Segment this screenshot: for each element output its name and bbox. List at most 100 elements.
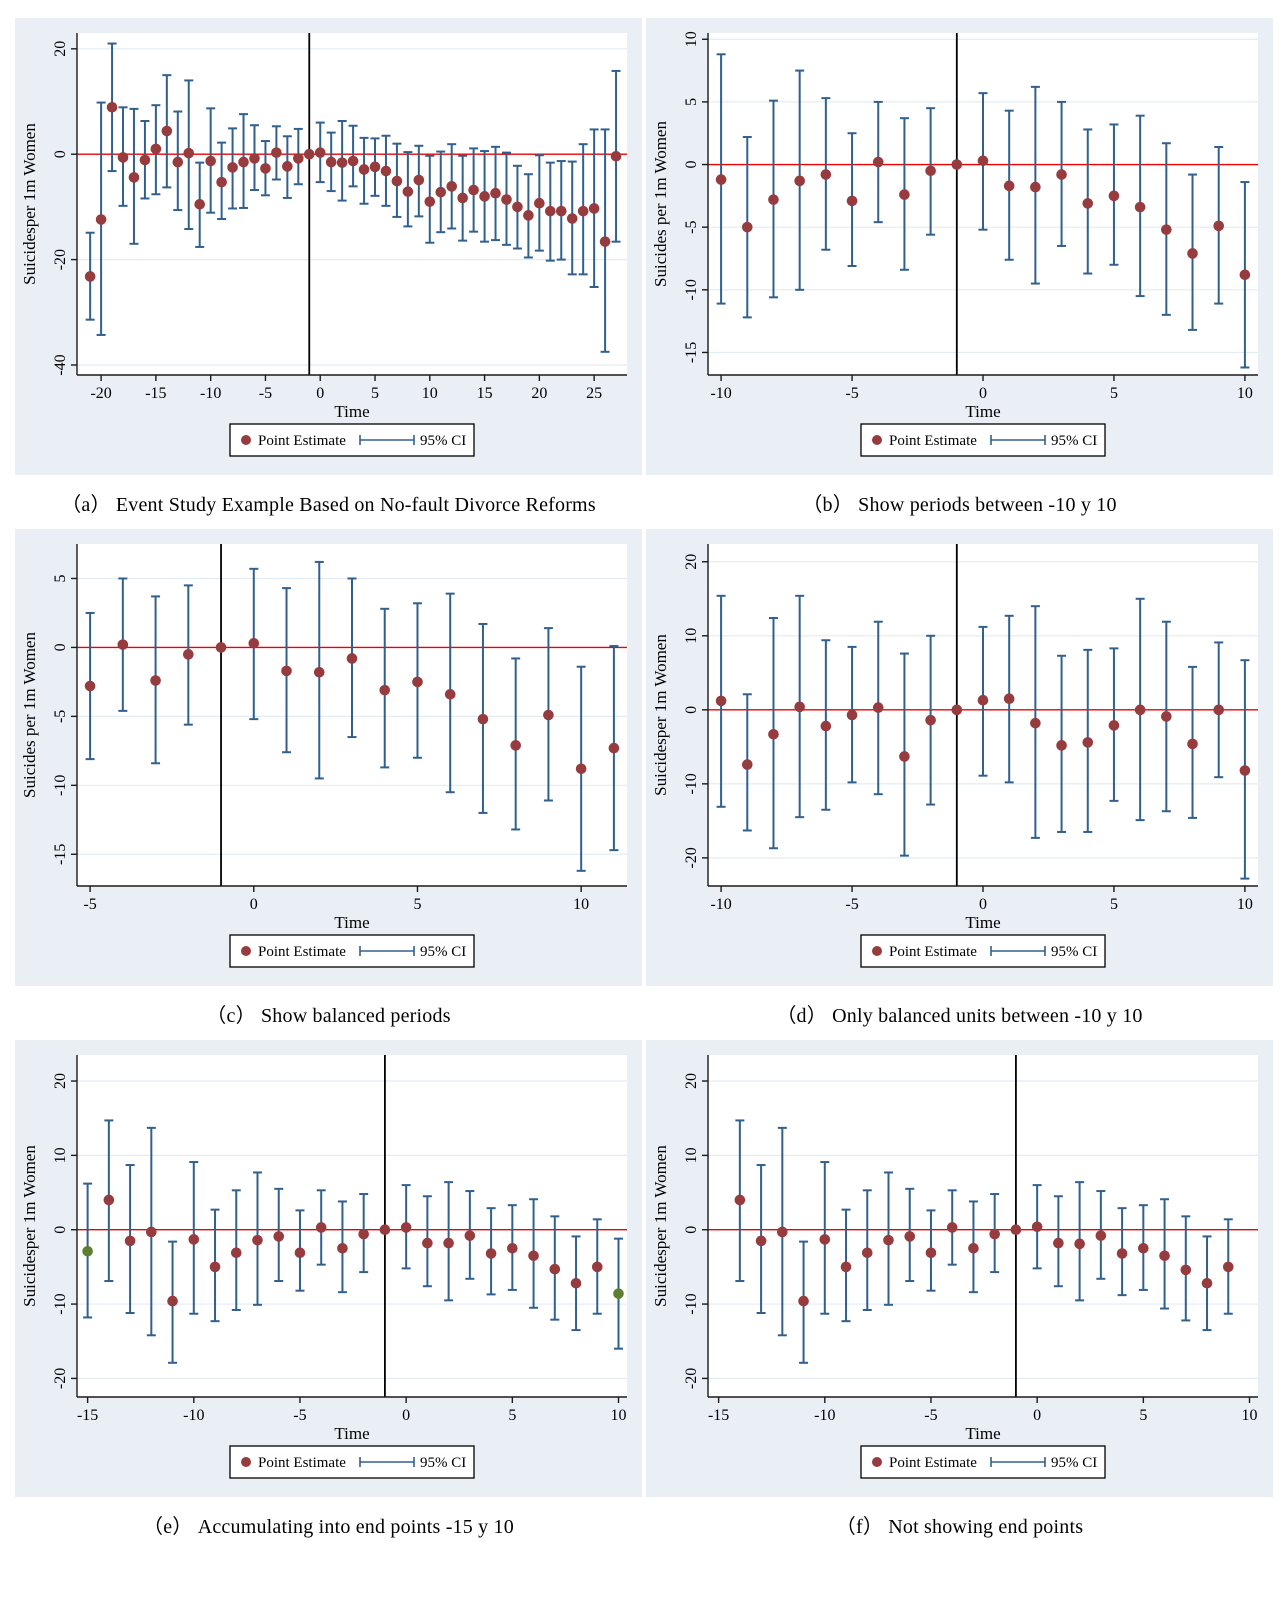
endpoint-estimate-marker: [82, 1245, 93, 1257]
point-estimate-marker: [715, 174, 727, 185]
svg-text:0: 0: [1033, 1407, 1041, 1424]
point-estimate-marker: [575, 763, 587, 775]
point-estimate-marker: [1108, 190, 1120, 202]
point-estimate-marker: [899, 189, 910, 200]
point-estimate-marker: [167, 1295, 178, 1307]
point-estimate-marker: [485, 1248, 497, 1259]
legend-point-marker: [241, 1457, 251, 1467]
axes: [76, 33, 627, 376]
svg-text:0: 0: [683, 161, 700, 169]
point-estimate-marker: [117, 639, 129, 650]
point-estimate-marker: [904, 1231, 916, 1242]
legend-point-label: Point Estimate: [889, 433, 977, 449]
point-estimate-marker: [146, 1226, 157, 1238]
svg-text:0: 0: [979, 896, 987, 913]
legend-point-marker: [872, 946, 882, 956]
legend-ci-label: 95% CI: [420, 433, 466, 449]
point-estimate-marker: [588, 203, 600, 214]
svg-text:0: 0: [683, 1226, 700, 1234]
event-study-plot-d: 20 10 0 -10 -20 -10 -5 0 5 10 Suicidesper 1m Women…: [651, 544, 1258, 968]
point-estimate-marker: [549, 1263, 561, 1275]
point-estimate-marker: [260, 163, 271, 174]
panel-b: 10 5 0 -5 -10 -15 -10 -5 0 5 10 Suicides per 1m Wom…: [646, 18, 1273, 529]
panel-a: 20 0 -20 -40 -20 -15 -10 -5 0 5 10 15 20 25 Suicidespe…: [15, 18, 642, 529]
legend-ci-label: 95% CI: [1051, 1455, 1097, 1471]
point-estimate-marker: [555, 205, 567, 217]
svg-text:-5: -5: [83, 896, 96, 913]
svg-text:0: 0: [979, 385, 987, 402]
svg-text:10: 10: [1237, 896, 1253, 913]
point-estimate-marker: [777, 1226, 788, 1238]
point-estimate-marker: [840, 1261, 852, 1273]
x-axis-title: Time: [965, 402, 1000, 421]
point-estimate-marker: [820, 169, 832, 180]
point-estimate-marker: [846, 709, 858, 721]
svg-text:-10: -10: [710, 385, 731, 402]
svg-text:-10: -10: [683, 1293, 700, 1314]
svg-text:0: 0: [316, 385, 324, 402]
point-estimate-marker: [402, 186, 414, 197]
point-estimates: [734, 1194, 1234, 1307]
svg-text:-15: -15: [52, 844, 69, 865]
point-estimate-marker: [1161, 711, 1172, 722]
svg-text:-10: -10: [683, 279, 700, 300]
point-estimate-marker: [103, 1194, 115, 1206]
svg-text:-15: -15: [145, 385, 166, 402]
tick-labels: 10 5 0 -5 -10 -15 -10 -5 0 5 10: [683, 31, 1253, 402]
point-estimate-marker: [566, 213, 578, 224]
point-estimate-marker: [380, 165, 392, 177]
svg-text:-15: -15: [77, 1407, 98, 1424]
point-estimate-marker: [861, 1247, 873, 1259]
point-estimate-marker: [227, 162, 238, 173]
panel-d: 20 10 0 -10 -20 -10 -5 0 5 10 Suicidesper 1m Women…: [646, 529, 1273, 1040]
point-estimate-marker: [1108, 720, 1120, 731]
legend: Point Estimate 95% CI: [860, 1445, 1106, 1479]
point-estimate-marker: [313, 666, 325, 678]
point-estimate-marker: [1187, 248, 1198, 259]
point-estimate-marker: [369, 161, 381, 173]
tick-labels: 20 10 0 -10 -20 -15 -10 -5 0 5 10: [52, 1073, 627, 1424]
legend-point-label: Point Estimate: [889, 944, 977, 960]
point-estimate-marker: [358, 164, 370, 175]
point-estimate-marker: [1187, 738, 1198, 750]
svg-text:0: 0: [52, 150, 69, 158]
point-estimate-marker: [951, 704, 963, 716]
point-estimate-marker: [820, 720, 832, 732]
svg-text:10: 10: [1237, 385, 1253, 402]
event-study-figure-e: 20 10 0 -10 -20 -15 -10 -5 0 5 10 Suicidesper 1m Wo…: [15, 1040, 642, 1497]
point-estimate-marker: [1056, 740, 1067, 751]
point-estimate-marker: [872, 702, 884, 713]
legend-point-marker: [872, 1457, 882, 1467]
point-estimate-marker: [315, 1222, 327, 1233]
point-estimate-marker: [1134, 704, 1146, 716]
caption-a: （a） Event Study Example Based on No-faul…: [61, 493, 596, 516]
point-estimate-marker: [303, 148, 315, 160]
point-estimate-marker: [501, 194, 512, 205]
endpoint-estimate-marker: [613, 1288, 624, 1299]
legend-point-marker: [241, 946, 251, 956]
point-estimate-marker: [534, 197, 545, 209]
point-estimate-marker: [1239, 269, 1251, 281]
svg-text:-20: -20: [90, 385, 111, 402]
panel-grid: 20 0 -20 -40 -20 -15 -10 -5 0 5 10 15 20 25 Suicidespe…: [15, 18, 1273, 1551]
point-estimate-marker: [205, 155, 216, 167]
point-estimates: [715, 693, 1251, 776]
axes: [76, 544, 627, 887]
legend-point-label: Point Estimate: [258, 433, 346, 449]
point-estimate-marker: [510, 740, 521, 751]
point-estimate-marker: [1030, 717, 1041, 729]
y-axis-title: Suicides per 1m Women: [651, 121, 670, 287]
svg-text:5: 5: [683, 98, 700, 106]
point-estimate-marker: [281, 665, 292, 677]
plot-area: [708, 1055, 1258, 1397]
svg-text:-40: -40: [52, 354, 69, 375]
point-estimate-marker: [591, 1261, 603, 1273]
svg-text:20: 20: [52, 41, 69, 57]
svg-text:-10: -10: [52, 775, 69, 796]
svg-text:10: 10: [683, 628, 700, 644]
legend-point-label: Point Estimate: [258, 944, 346, 960]
svg-text:-20: -20: [52, 249, 69, 270]
point-estimate-marker: [977, 155, 989, 167]
svg-text:-5: -5: [52, 710, 69, 723]
point-estimates: [84, 637, 620, 775]
